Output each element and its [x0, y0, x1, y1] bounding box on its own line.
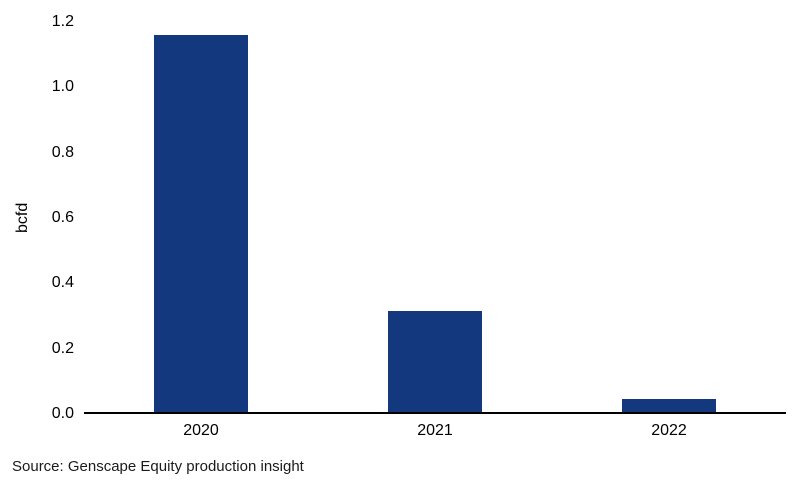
chart-area: bcfd 0.0 0.2 0.4 0.6 0.8 1.0 1.2	[10, 14, 786, 422]
x-axis-labels: 2020 2021 2022	[84, 414, 786, 440]
x-axis-label-2020: 2020	[183, 422, 219, 439]
x-axis-label-2022: 2022	[651, 422, 687, 439]
y-tick-label: 0.8	[51, 143, 74, 161]
bar-2021	[388, 311, 482, 412]
y-tick-label: 1.2	[51, 13, 74, 30]
y-tick-label: 0.4	[51, 274, 74, 292]
bar-slot	[84, 22, 318, 412]
bars-container	[84, 22, 786, 412]
bar-slot	[318, 22, 552, 412]
plot-area	[84, 22, 786, 414]
source-note: Source: Genscape Equity production insig…	[12, 458, 304, 475]
bar-slot	[552, 22, 786, 412]
bar-2022	[622, 399, 716, 412]
y-axis-ticks: 0.0 0.2 0.4 0.6 0.8 1.0 1.2	[36, 14, 84, 422]
x-axis-label-2021: 2021	[417, 422, 453, 439]
y-tick-label: 0.0	[51, 405, 74, 422]
y-tick-label: 1.0	[51, 78, 74, 96]
bar-2020	[154, 35, 248, 412]
y-tick-label: 0.2	[51, 339, 74, 357]
y-tick-label: 0.6	[51, 209, 74, 226]
y-axis-title: bcfd	[14, 202, 31, 234]
